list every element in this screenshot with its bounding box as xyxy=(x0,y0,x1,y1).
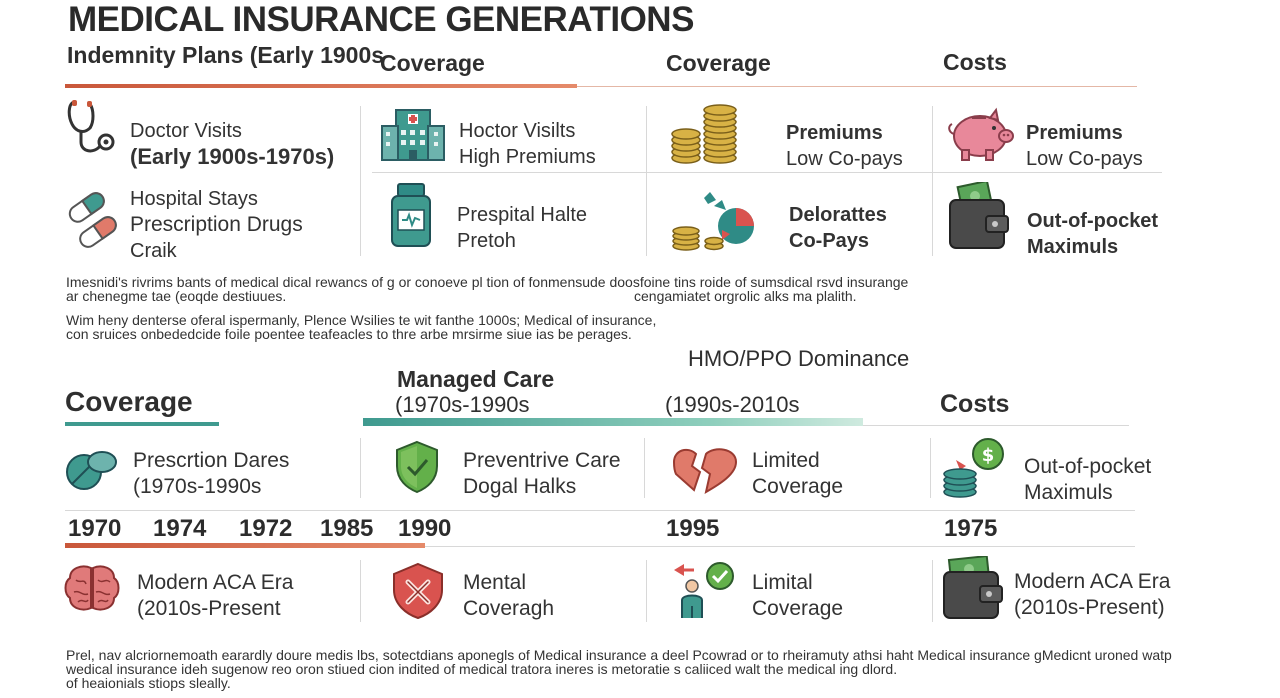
grid-divider xyxy=(360,106,361,256)
year-label: 1974 xyxy=(153,515,207,542)
grid-divider xyxy=(372,172,1162,173)
cell-modern-aca-b: Modern ACA Era (2010s-Present) xyxy=(1014,570,1171,619)
broken-heart-icon xyxy=(670,444,742,494)
year-label: 1995 xyxy=(666,515,720,542)
year-label: 1972 xyxy=(239,515,293,542)
person-help-icon xyxy=(670,560,740,622)
grid-divider xyxy=(360,438,361,498)
year-label: 1990 xyxy=(398,515,452,542)
grid-divider xyxy=(930,438,931,498)
header-hmo-years: (1990s-2010s xyxy=(665,392,800,417)
wallet-cash-icon xyxy=(942,556,1004,622)
wallet-icon xyxy=(946,182,1012,252)
header-hmo-ppo: HMO/PPO Dominance xyxy=(688,346,910,371)
header-managed-care-years: (1970s-1990s xyxy=(395,392,530,417)
grid-divider xyxy=(646,560,647,622)
shield-check-icon xyxy=(393,440,441,494)
header-divider-thin-mid xyxy=(863,425,1129,426)
cell-modern-aca-a: Modern ACA Era (2010s-Present xyxy=(137,571,294,620)
header-divider-orange xyxy=(65,84,577,88)
stethoscope-icon xyxy=(64,98,120,160)
coins-icon xyxy=(670,100,740,166)
grid-divider xyxy=(644,438,645,498)
cell-limital-coverage: Limital Coverage xyxy=(752,571,844,620)
header-indemnity: Indemnity Plans (Early 1900s xyxy=(67,42,385,68)
header-divider-thin xyxy=(577,86,1137,87)
header-divider-teal-short xyxy=(65,422,219,426)
header-managed-care: Managed Care xyxy=(397,366,555,392)
paragraph-1-line-2: ar chenegme tae (eoqde destiuues. xyxy=(66,288,287,304)
header-costs-mid: Costs xyxy=(940,390,1010,418)
grid-divider xyxy=(360,560,361,622)
grid-divider xyxy=(646,106,647,256)
cell-prescrtion-dares: Prescrtion Dares (1970s-1990s xyxy=(133,449,290,498)
cell-mental-coveragh: Mental Coveragh xyxy=(463,571,555,620)
cell-premiums-b: Premiums Low Co-pays xyxy=(1026,122,1143,170)
timeline-line xyxy=(425,546,1135,547)
paragraph-3-line-3: of heaionials stiops sleally. xyxy=(66,675,231,691)
paragraph-1-line-3: cengamiatet orgrolic alks ma plalith. xyxy=(634,288,857,304)
cell-preventrive-care: Preventrive Care Dogal Halks xyxy=(463,449,621,498)
paragraph-1-line-1: Imesnidi's rivrims bants of medical dica… xyxy=(66,274,909,290)
svg-text:$: $ xyxy=(982,445,995,466)
cell-hoctor-visits: Hoctor Visilts High Premiums xyxy=(459,120,596,168)
grid-divider xyxy=(932,106,933,256)
cell-delorattes: Delorattes Co-Pays xyxy=(789,204,887,252)
header-divider-teal-gradient xyxy=(363,418,863,426)
timeline-bar-orange xyxy=(65,543,425,548)
header-costs: Costs xyxy=(943,49,1007,75)
pills-icon xyxy=(64,190,124,248)
money-coins-icon: $ xyxy=(942,436,1010,500)
page-title: MEDICAL INSURANCE GENERATIONS xyxy=(68,0,694,39)
header-coverage-a: Coverage xyxy=(380,50,485,76)
header-coverage-b: Coverage xyxy=(666,50,771,76)
cell-out-of-pocket-top: Out-of-pocket Maximuls xyxy=(1027,210,1159,258)
cell-limited-coverage: Limited Coverage xyxy=(752,449,844,498)
grid-divider xyxy=(932,560,933,622)
capsule-icon xyxy=(64,446,120,492)
medicine-bottle-icon xyxy=(388,182,436,248)
piggy-bank-icon xyxy=(946,106,1016,164)
cell-hospital-stays: Hospital Stays Prescription Drugs Craik xyxy=(130,188,303,262)
cell-out-of-pocket-mid: Out-of-pocket Maximuls xyxy=(1024,455,1152,504)
paragraph-3-line-1: Prel, nav alcriornemoath earardly doure … xyxy=(66,647,1172,663)
year-label: 1975 xyxy=(944,515,998,542)
header-coverage-mid: Coverage xyxy=(65,386,193,417)
paragraph-3-line-2: wedical insurance ideh sugenow reo oron … xyxy=(66,661,898,677)
hospital-icon xyxy=(380,100,446,162)
paragraph-2-line-2: con sruices onbededcide foile poentee te… xyxy=(66,326,632,342)
medical-shield-icon xyxy=(390,562,446,620)
brain-icon xyxy=(64,564,120,614)
cell-premiums-a: Premiums Low Co-pays xyxy=(786,122,903,170)
cell-doctor-visits: Doctor Visits (Early 1900s-1970s) xyxy=(130,120,335,169)
cell-prespital: Prespital Halte Pretoh xyxy=(457,204,588,252)
broken-coins-icon xyxy=(670,190,762,252)
grid-divider xyxy=(65,510,1135,511)
paragraph-2-line-1: Wim heny denterse oferal ispermanly, Ple… xyxy=(66,312,657,328)
year-label: 1970 xyxy=(68,515,122,542)
year-label: 1985 xyxy=(320,515,374,542)
